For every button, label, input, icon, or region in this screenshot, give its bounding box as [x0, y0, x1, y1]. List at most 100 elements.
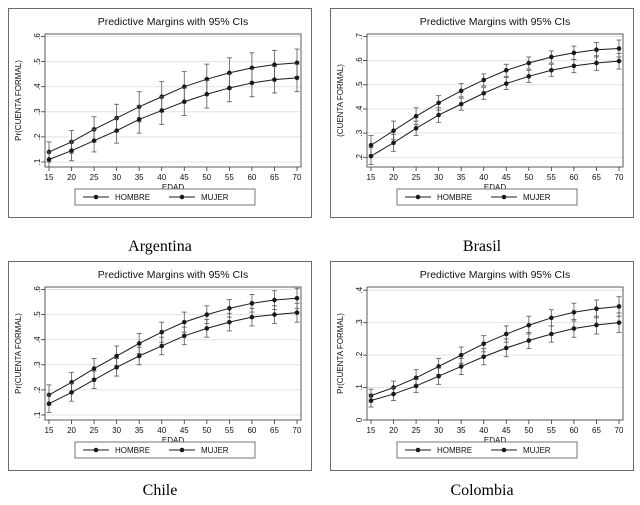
data-point [549, 54, 554, 60]
data-point [136, 353, 142, 359]
x-tick-label: 65 [592, 173, 601, 182]
data-point [458, 101, 464, 107]
legend-swatch-marker [415, 194, 421, 200]
y-tick-label: .6 [33, 33, 42, 40]
data-point [91, 377, 97, 383]
x-tick-label: 15 [45, 426, 54, 435]
data-point [458, 352, 464, 358]
legend-box [74, 188, 256, 206]
data-point [294, 75, 300, 81]
data-point [481, 77, 487, 83]
data-point [181, 99, 187, 105]
x-tick-label: 55 [547, 173, 556, 182]
data-point [272, 62, 277, 67]
x-tick-label: 45 [502, 173, 511, 182]
y-tick-label: .3 [355, 319, 364, 326]
y-axis-label: Pr(CUENTA FORMAL) [14, 313, 23, 394]
data-point [272, 77, 277, 82]
x-tick-label: 30 [434, 173, 443, 182]
data-point [549, 315, 554, 321]
data-point [249, 314, 255, 320]
data-point [458, 364, 464, 369]
y-tick-label: .7 [355, 33, 364, 40]
legend-label-mujer: MUJER [201, 193, 229, 202]
x-tick-label: 55 [225, 173, 234, 182]
legend-label-hombre: HOMBRE [437, 446, 472, 455]
data-point [526, 322, 532, 328]
data-point [594, 60, 599, 66]
x-tick-label: 60 [247, 426, 256, 435]
legend-box [396, 188, 578, 206]
x-tick-label: 35 [457, 173, 466, 182]
data-point [136, 341, 142, 346]
data-point [413, 375, 419, 381]
x-tick-label: 70 [615, 426, 624, 435]
y-axis-label: Pr(CUENTA FORMAL) [14, 60, 23, 141]
legend-label-hombre: HOMBRE [115, 193, 150, 202]
x-axis-label: EDAD [162, 183, 184, 192]
data-point [69, 148, 74, 153]
x-tick-label: 70 [615, 173, 624, 182]
data-point [481, 90, 487, 96]
x-tick-label: 25 [90, 426, 99, 435]
data-point [46, 157, 52, 162]
y-tick-label: .4 [355, 105, 364, 112]
x-tick-label: 25 [90, 173, 99, 182]
data-point [227, 306, 232, 311]
plot-area-frame [44, 286, 302, 421]
x-tick-label: 50 [524, 426, 533, 435]
chart-caption-colombia: Colombia [450, 482, 514, 499]
chart-svg: Predictive Margins with 95% CIs .1 .2 .3 .4.… [14, 269, 302, 459]
x-tick-label: 50 [524, 173, 533, 182]
data-point [549, 331, 554, 337]
data-point [616, 46, 622, 51]
y-tick-label: .4 [33, 336, 42, 343]
chart-svg: Predictive Margins with 95% CIs .2 .3 .4 .5.… [336, 16, 624, 206]
data-point [249, 80, 255, 86]
legend-swatch-marker [93, 447, 99, 453]
x-tick-label: 65 [270, 426, 279, 435]
data-point [503, 81, 509, 86]
chart-panel-colombia: Predictive Margins with 95% CIs 0 .1 .2 .3 .4… [330, 261, 634, 471]
x-tick-label: 70 [293, 173, 302, 182]
x-tick-label: 30 [434, 426, 443, 435]
x-tick-label: 45 [180, 426, 189, 435]
chart-svg: Predictive Margins with 95% CIs .1 .2 .3 .4.… [14, 16, 302, 206]
x-tick-label: 15 [367, 173, 376, 182]
x-tick-label: 60 [569, 173, 578, 182]
data-point [526, 338, 532, 343]
y-tick-label: .2 [355, 351, 364, 358]
legend-label-hombre: HOMBRE [437, 193, 472, 202]
plot-area-frame [44, 33, 302, 168]
data-point [181, 333, 187, 339]
data-point [526, 74, 532, 79]
y-tick-label: .1 [33, 411, 42, 418]
data-point [481, 341, 487, 347]
x-tick-label: 35 [135, 173, 144, 182]
y-tick-label: .5 [33, 311, 42, 318]
chart-caption-chile: Chile [142, 482, 178, 499]
series-line-hombre [370, 48, 620, 146]
series-line-hombre [48, 62, 298, 153]
data-point [272, 297, 277, 303]
data-point [249, 301, 255, 306]
data-point [368, 142, 374, 148]
x-tick-label: 45 [180, 173, 189, 182]
x-tick-label: 60 [247, 173, 256, 182]
data-point [227, 319, 232, 325]
data-point [594, 322, 599, 328]
chart-title: Predictive Margins with 95% CIs [98, 16, 249, 28]
x-tick-label: 20 [67, 426, 76, 435]
data-point [481, 354, 487, 360]
y-tick-label: .2 [33, 386, 42, 393]
legend-swatch-marker [179, 447, 185, 453]
x-tick-label: 20 [67, 173, 76, 182]
data-point [458, 88, 464, 94]
x-tick-label: 35 [457, 426, 466, 435]
data-point [594, 306, 599, 312]
data-point [368, 153, 374, 159]
data-point [159, 343, 165, 349]
data-point [136, 117, 142, 122]
data-point [391, 140, 396, 146]
data-point [503, 67, 509, 73]
